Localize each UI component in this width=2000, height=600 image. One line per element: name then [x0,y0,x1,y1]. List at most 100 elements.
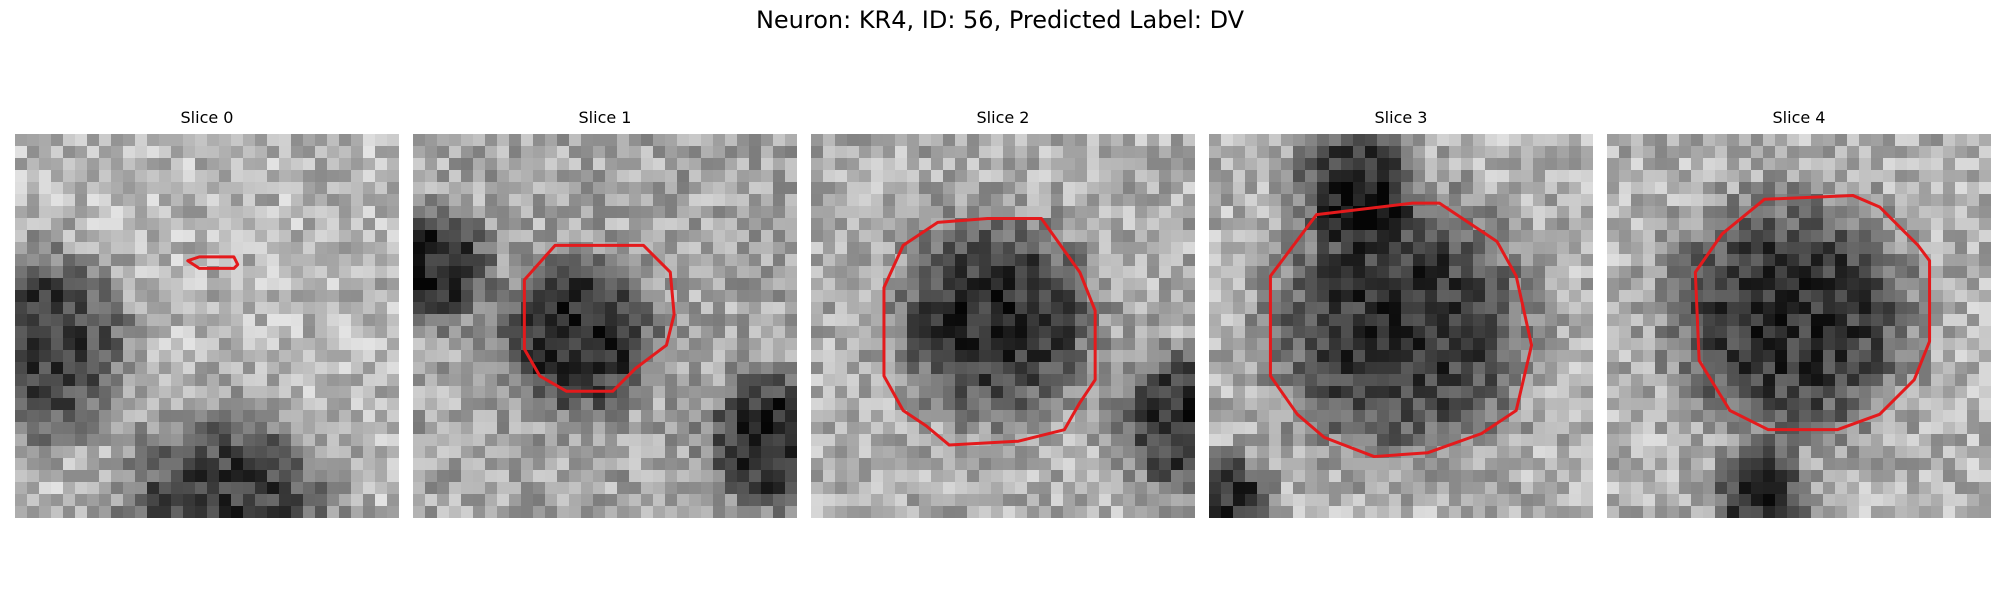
pixel [677,482,690,495]
pixel [1183,170,1195,183]
pixel [1799,242,1812,255]
pixel [1413,278,1426,291]
pixel [1979,266,1991,279]
pixel [351,422,364,435]
pixel [1015,278,1028,291]
pixel [195,278,208,291]
pixel [1931,254,1944,267]
pixel [1691,206,1704,219]
pixel [895,494,908,507]
pixel [485,398,498,411]
pixel [1063,482,1076,495]
pixel [1835,386,1848,399]
pixel [1847,242,1860,255]
pixel [1437,494,1450,507]
pixel [1353,254,1366,267]
pixel [123,350,136,363]
pixel [967,386,980,399]
pixel [1123,158,1136,171]
pixel [1365,230,1378,243]
pixel [267,170,280,183]
pixel [1509,494,1522,507]
pixel [99,206,112,219]
pixel [99,194,112,207]
pixel [895,386,908,399]
pixel [1449,398,1462,411]
pixel [461,302,474,315]
pixel [1183,446,1195,459]
pixel [437,170,450,183]
pixel [1979,134,1991,147]
pixel [1353,278,1366,291]
pixel [1823,398,1836,411]
pixel [219,374,232,387]
pixel [1051,506,1064,518]
pixel [1545,326,1558,339]
pixel [749,446,762,459]
pixel [1183,146,1195,159]
pixel [955,206,968,219]
pixel [473,398,486,411]
pixel [1943,386,1956,399]
pixel [1943,242,1956,255]
pixel [15,266,28,279]
pixel [339,170,352,183]
pixel [979,470,992,483]
pixel [1209,446,1222,459]
pixel [219,410,232,423]
pixel [1847,374,1860,387]
pixel [339,446,352,459]
pixel [641,374,654,387]
pixel [1533,170,1546,183]
pixel [1171,170,1184,183]
pixel [1763,386,1776,399]
pixel [99,158,112,171]
pixel [1257,410,1270,423]
pixel [1775,230,1788,243]
pixel [1979,290,1991,303]
pixel [255,446,268,459]
pixel [1341,218,1354,231]
pixel [1221,422,1234,435]
pixel [1425,410,1438,423]
pixel [159,134,172,147]
pixel [231,182,244,195]
pixel [1377,458,1390,471]
pixel [1799,170,1812,183]
pixel [461,182,474,195]
pixel [1943,362,1956,375]
pixel [1317,398,1330,411]
pixel [1135,434,1148,447]
pixel [617,422,630,435]
pixel [1003,182,1016,195]
pixel [773,314,786,327]
pixel [1353,506,1366,518]
pixel [1799,458,1812,471]
pixel [351,194,364,207]
pixel [1221,458,1234,471]
pixel [701,242,714,255]
pixel [183,362,196,375]
pixel [617,398,630,411]
pixel [1569,350,1582,363]
pixel [1027,182,1040,195]
pixel [1557,170,1570,183]
pixel [1835,182,1848,195]
pixel [641,398,654,411]
pixel [1147,206,1160,219]
pixel [1799,446,1812,459]
pixel [387,182,399,195]
pixel [497,410,510,423]
pixel [1099,386,1112,399]
pixel [1039,242,1052,255]
pixel [1183,290,1195,303]
pixel [473,266,486,279]
pixel [641,206,654,219]
pixel [1497,278,1510,291]
pixel [303,374,316,387]
pixel [1317,290,1330,303]
pixel [931,182,944,195]
pixel [1293,422,1306,435]
pixel [847,254,860,267]
pixel [1859,146,1872,159]
